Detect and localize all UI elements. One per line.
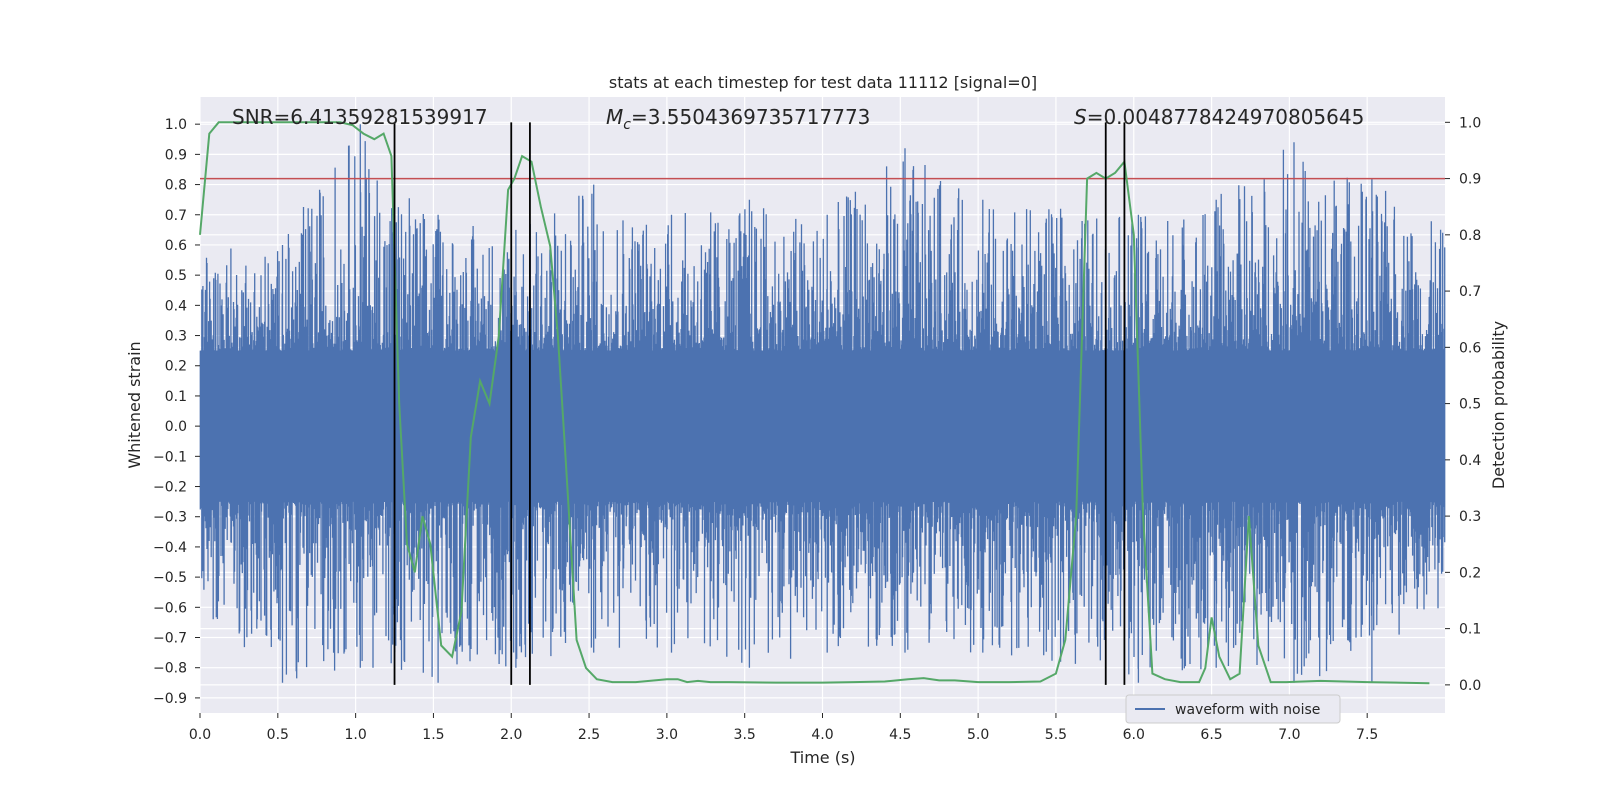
chirp-mass-annotation: Mc=3.5504369735717773 [606,105,870,133]
waveform-core-band [200,350,1445,502]
waveform-series [199,124,1446,683]
tick-label-y-right: 0.7 [1459,284,1481,300]
tick-label-y-left: 0.3 [165,329,187,345]
tick-label-x: 1.5 [422,727,444,743]
tick-label-y-left: −0.5 [153,570,187,586]
s-annotation: S=0.0048778424970805645 [1074,105,1364,129]
tick-label-y-left: 0.4 [165,298,187,314]
tick-label-y-left: −0.1 [153,449,187,465]
tick-label-x: 0.5 [267,727,289,743]
tick-label-x: 7.5 [1356,727,1378,743]
tick-label-y-left: −0.7 [153,631,187,647]
tick-label-y-left: 0.6 [165,238,187,254]
tick-label-y-left: 0.8 [165,178,187,194]
tick-label-y-right: 0.9 [1459,172,1481,188]
tick-label-x: 7.0 [1278,727,1300,743]
x-axis-ticks: 0.0 0.5 1.0 1.5 2.0 2.5 3.0 3.5 4.0 4.5 5.0 5.5 6.0 6… [189,713,1378,743]
tick-label-y-right: 0.0 [1459,678,1481,694]
tick-label-x: 5.0 [967,727,989,743]
snr-annotation: SNR=6.41359281539917 [232,105,488,129]
tick-label-x: 4.0 [811,727,833,743]
tick-label-y-left: 0.1 [165,389,187,405]
chirp-mass-value: =3.5504369735717773 [631,105,870,129]
chirp-mass-symbol: M [606,105,623,129]
y-axis-right-ticks: 1.0 0.9 0.8 0.7 0.6 0.5 0.4 0.3 0.2 0.1 0.0 [1445,115,1481,694]
y-axis-right-label: Detection probability [1489,321,1508,489]
tick-label-y-right: 1.0 [1459,115,1481,131]
tick-label-x: 2.5 [578,727,600,743]
tick-label-x: 6.5 [1200,727,1222,743]
x-axis-label: Time (s) [789,748,855,767]
tick-label-y-left: 0.7 [165,208,187,224]
chart-title: stats at each timestep for test data 111… [609,73,1037,92]
tick-label-y-left: −0.3 [153,510,187,526]
tick-label-y-left: −0.4 [153,540,187,556]
tick-label-y-right: 0.6 [1459,340,1481,356]
tick-label-x: 0.0 [189,727,211,743]
legend-label-waveform: waveform with noise [1175,702,1320,718]
tick-label-y-right: 0.1 [1459,622,1481,638]
tick-label-x: 6.0 [1123,727,1145,743]
s-symbol: S [1074,105,1087,129]
y-axis-left-ticks: 1.0 0.9 0.8 0.7 0.6 0.5 0.4 0.3 0.2 0.1 0.0 −0.1 −0.… [153,117,200,707]
tick-label-y-left: −0.6 [153,600,187,616]
vertical-markers [393,122,1126,685]
tick-label-x: 3.5 [734,727,756,743]
tick-label-y-left: 0.9 [165,147,187,163]
y-axis-left-label: Whitened strain [125,341,144,468]
legend-box [1125,694,1341,724]
tick-label-y-left: −0.2 [153,480,187,496]
probability-series [199,121,1430,685]
tick-label-y-left: 0.0 [165,419,187,435]
tick-label-y-right: 0.4 [1459,453,1481,469]
tick-label-y-right: 0.2 [1459,565,1481,581]
tick-label-y-left: −0.8 [153,661,187,677]
tick-label-y-left: 0.5 [165,268,187,284]
tick-label-y-right: 0.3 [1459,509,1481,525]
tick-label-x: 4.5 [889,727,911,743]
tick-label-y-right: 0.8 [1459,228,1481,244]
tick-label-y-left: −0.9 [153,691,187,707]
tick-label-x: 3.0 [656,727,678,743]
tick-label-y-left: 0.2 [165,359,187,375]
tick-label-x: 5.5 [1045,727,1067,743]
tick-label-y-left: 1.0 [165,117,187,133]
legend: waveform with noise [1125,694,1341,724]
tick-label-y-right: 0.5 [1459,397,1481,413]
tick-label-x: 1.0 [344,727,366,743]
tick-label-x: 2.0 [500,727,522,743]
chirp-mass-subscript: c [623,117,631,133]
s-value: =0.0048778424970805645 [1087,105,1365,129]
